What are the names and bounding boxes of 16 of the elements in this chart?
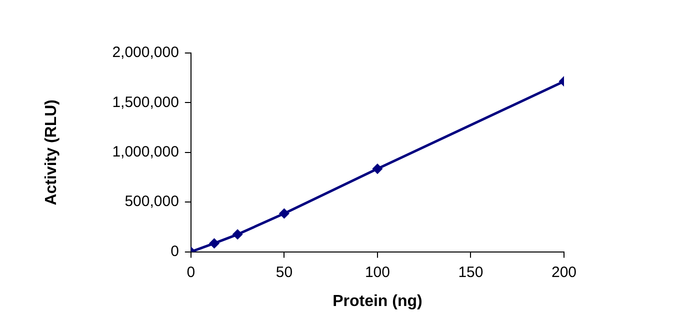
point: [210, 238, 219, 248]
y-tick-label: 500,000: [124, 193, 179, 210]
point: [232, 230, 242, 240]
x-tick-label: 0: [186, 264, 196, 281]
x-axis-title: Protein (ng): [332, 292, 422, 310]
y-tick-label: 0: [170, 242, 179, 260]
y-tick-label: 2,000,000: [112, 44, 179, 62]
point: [372, 164, 382, 174]
x-tick-label: 200: [551, 264, 577, 281]
y-tick-label: 1,000,000: [112, 144, 179, 161]
x-tick-label: 100: [364, 264, 390, 281]
y-axis-title: Activity (RLU): [43, 100, 60, 206]
x-tick-label: 50: [276, 264, 293, 281]
point: [279, 208, 289, 218]
x-tick-label: 150: [458, 264, 484, 281]
y-tick-label: 1,500,000: [112, 94, 179, 111]
